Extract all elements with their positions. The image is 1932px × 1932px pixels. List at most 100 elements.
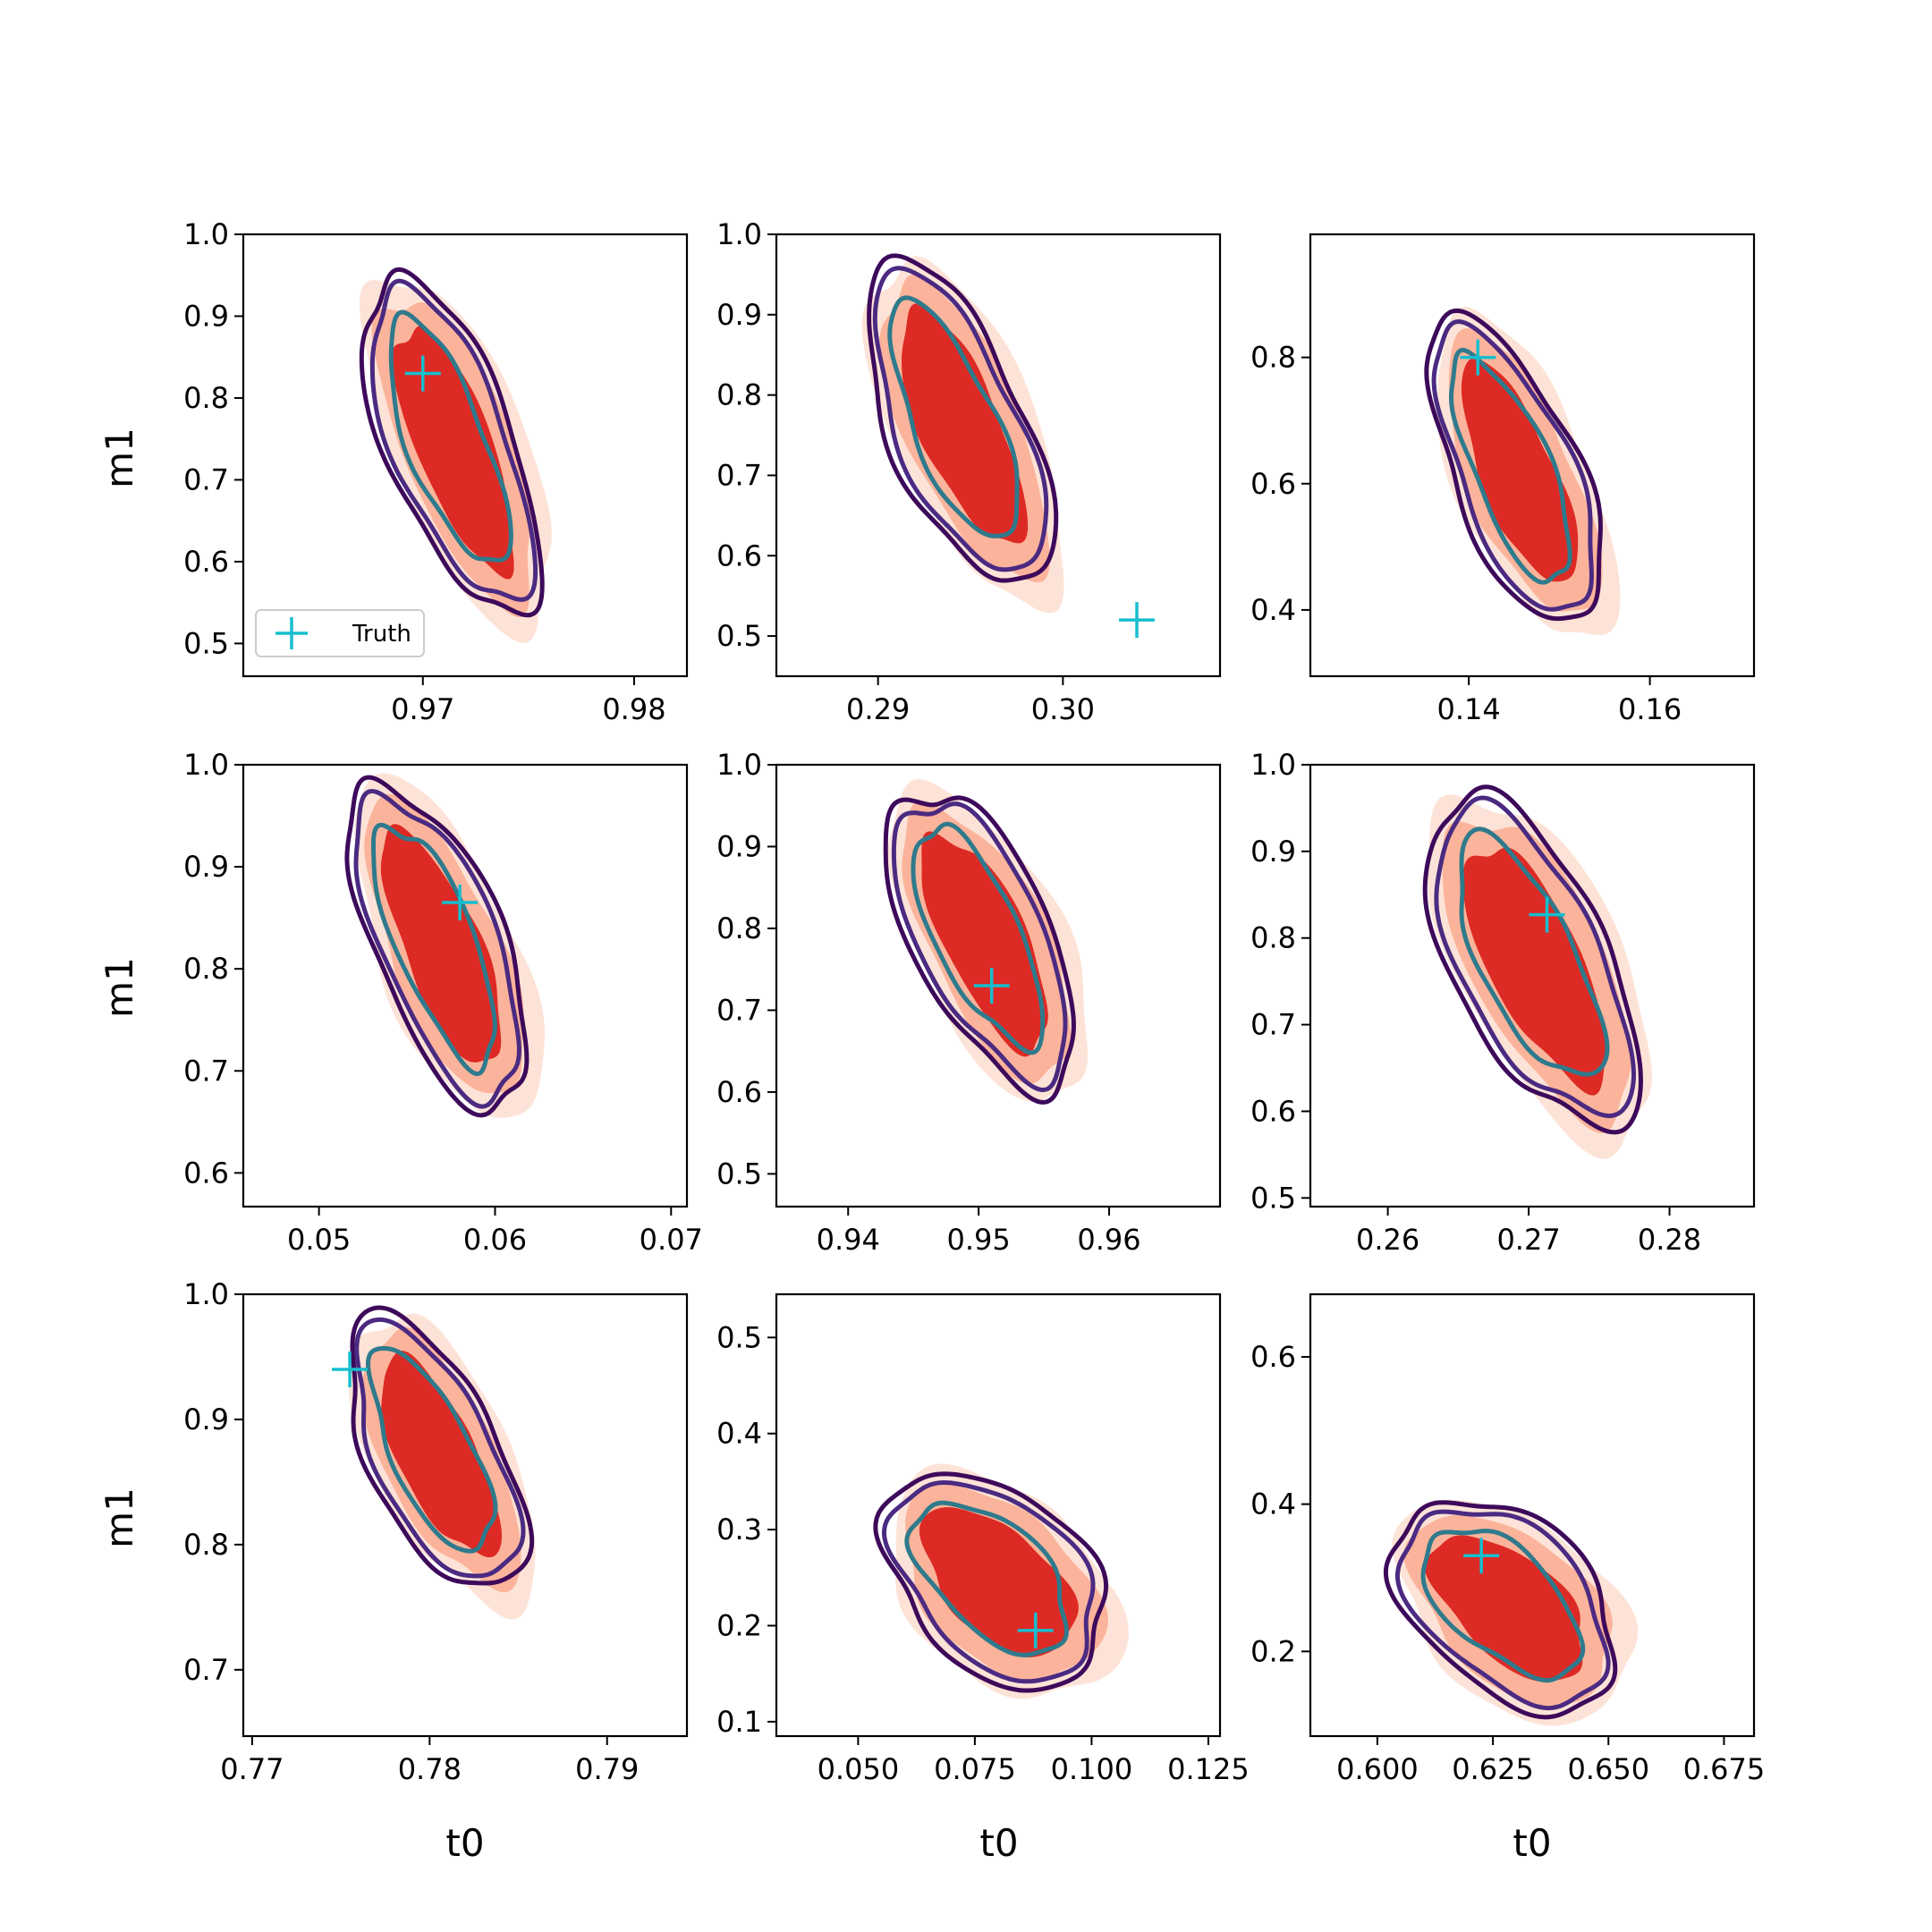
y-tick-label: 0.8 xyxy=(183,381,229,415)
y-tick-label: 0.5 xyxy=(716,1157,762,1191)
y-tick-label: 0.6 xyxy=(716,1075,762,1109)
posterior-line-inner xyxy=(1448,347,1572,585)
posterior-line-mid xyxy=(1434,795,1637,1119)
x-tick-label: 0.05 xyxy=(287,1223,351,1257)
row3-ylabel: m1 xyxy=(97,1487,141,1548)
y-tick-label: 0.4 xyxy=(716,1417,762,1451)
posterior-line-outer xyxy=(359,267,545,618)
col3-xlabel: t0 xyxy=(1513,1821,1551,1865)
y-tick-label: 0.7 xyxy=(716,458,762,492)
posterior-fill-inner xyxy=(921,831,1048,1057)
x-tick-label: 0.95 xyxy=(946,1223,1010,1257)
panel-r3c1: 0.77 0.78 0.79 0.7 0.8 0.9 1.0 xyxy=(183,1277,689,1786)
y-tick-label: 0.5 xyxy=(1250,1181,1296,1215)
x-tick-label: 0.94 xyxy=(817,1223,880,1257)
posterior-line-outer xyxy=(1383,1500,1618,1720)
y-tick-label: 0.7 xyxy=(716,993,762,1027)
panel-frame xyxy=(775,1292,1222,1738)
y-tick-label: 1.0 xyxy=(183,748,229,782)
y-tick-label: 1.0 xyxy=(183,217,229,251)
y-tick-label: 0.8 xyxy=(183,952,229,986)
posterior-contours xyxy=(348,1305,536,1620)
posterior-line-mid xyxy=(353,789,521,1109)
y-tick-label: 0.5 xyxy=(183,626,229,660)
y-tick-label: 0.9 xyxy=(716,298,762,332)
y-tick-label: 0.5 xyxy=(716,1320,762,1354)
y-tick-label: 0.4 xyxy=(1250,1487,1296,1521)
posterior-line-inner xyxy=(904,1500,1069,1657)
y-tick-label: 0.2 xyxy=(1250,1634,1296,1668)
posterior-line-inner xyxy=(388,309,513,563)
legend: Truth xyxy=(255,609,425,657)
x-tick-label: 0.77 xyxy=(220,1752,284,1786)
y-tick-label: 1.0 xyxy=(1250,748,1296,782)
posterior-line-outer xyxy=(344,775,530,1118)
y-tick-label: 0.6 xyxy=(716,538,762,572)
y-tick-label: 0.6 xyxy=(1250,467,1296,501)
posterior-fill-inner xyxy=(902,303,1029,544)
x-tick-label: 0.30 xyxy=(1031,692,1095,726)
x-tick-label: 0.14 xyxy=(1437,692,1501,726)
posterior-contours xyxy=(1424,306,1621,635)
panel-r3c2: 0.050 0.075 0.100 0.125 0.1 0.2 0.3 0.4 0.5 xyxy=(716,1292,1250,1786)
y-tick-label: 0.2 xyxy=(716,1609,762,1643)
y-tick-label: 0.6 xyxy=(1250,1094,1296,1128)
posterior-contours xyxy=(1422,784,1652,1159)
x-tick-label: 0.07 xyxy=(640,1223,703,1257)
x-tick-label: 0.650 xyxy=(1567,1752,1649,1786)
posterior-fill-inner xyxy=(919,1507,1079,1657)
x-tick-label: 0.100 xyxy=(1051,1752,1133,1786)
y-tick-label: 1.0 xyxy=(716,217,762,251)
posterior-line-outer xyxy=(1424,308,1603,622)
legend-label: Truth xyxy=(352,621,411,648)
y-tick-label: 0.3 xyxy=(716,1513,762,1546)
posterior-contours xyxy=(861,253,1064,614)
posterior-fill-inner xyxy=(380,824,502,1063)
y-tick-label: 0.5 xyxy=(716,619,762,653)
panel-frame xyxy=(775,763,1222,1208)
y-tick-label: 0.6 xyxy=(183,545,229,579)
y-tick-label: 0.6 xyxy=(1250,1340,1296,1374)
x-tick-label: 0.29 xyxy=(846,692,910,726)
posterior-line-mid xyxy=(1431,319,1594,612)
row1-ylabel: m1 xyxy=(97,428,141,488)
posterior-contours xyxy=(1383,1499,1639,1726)
posterior-line-mid xyxy=(881,1479,1096,1684)
posterior-line-mid xyxy=(872,266,1049,572)
y-tick-label: 0.9 xyxy=(183,850,229,884)
legend-box xyxy=(255,609,425,657)
x-tick-label: 0.600 xyxy=(1336,1752,1419,1786)
y-tick-label: 0.8 xyxy=(1250,341,1296,375)
panel-r2c3: 0.26 0.27 0.28 0.5 0.6 0.7 0.8 0.9 1.0 xyxy=(1250,748,1756,1257)
x-tick-label: 0.075 xyxy=(934,1752,1016,1786)
y-tick-label: 0.7 xyxy=(183,462,229,496)
posterior-line-outer xyxy=(867,253,1059,583)
x-tick-label: 0.050 xyxy=(818,1752,900,1786)
posterior-fill-inner xyxy=(381,1351,502,1558)
x-tick-label: 0.79 xyxy=(575,1752,639,1786)
posterior-line-mid xyxy=(891,801,1068,1093)
panel-frame xyxy=(1309,233,1756,678)
posterior-line-outer xyxy=(350,1305,535,1586)
x-tick-label: 0.06 xyxy=(463,1223,527,1257)
posterior-line-mid xyxy=(369,278,538,602)
y-tick-label: 0.1 xyxy=(716,1705,762,1739)
x-tick-label: 0.28 xyxy=(1638,1223,1701,1257)
y-tick-label: 0.9 xyxy=(183,1402,229,1436)
y-tick-label: 0.9 xyxy=(1250,835,1296,869)
col2-xlabel: t0 xyxy=(979,1821,1018,1865)
col1-xlabel: t0 xyxy=(445,1821,484,1865)
x-tick-label: 0.125 xyxy=(1167,1752,1250,1786)
y-tick-label: 0.7 xyxy=(183,1653,229,1687)
panel-r1c3: 0.14 0.16 0.4 0.6 0.8 xyxy=(1250,233,1756,726)
x-tick-label: 0.96 xyxy=(1077,1223,1140,1257)
panel-frame xyxy=(1309,1292,1756,1738)
panel-r1c1: 0.97 0.98 0.5 0.6 0.7 0.8 0.9 1.0 Truth xyxy=(183,217,689,726)
posterior-line-outer xyxy=(1422,784,1643,1135)
posterior-contours xyxy=(873,1463,1129,1699)
posterior-line-outer xyxy=(873,1471,1109,1693)
y-tick-label: 0.9 xyxy=(716,829,762,863)
y-tick-label: 0.7 xyxy=(183,1054,229,1088)
